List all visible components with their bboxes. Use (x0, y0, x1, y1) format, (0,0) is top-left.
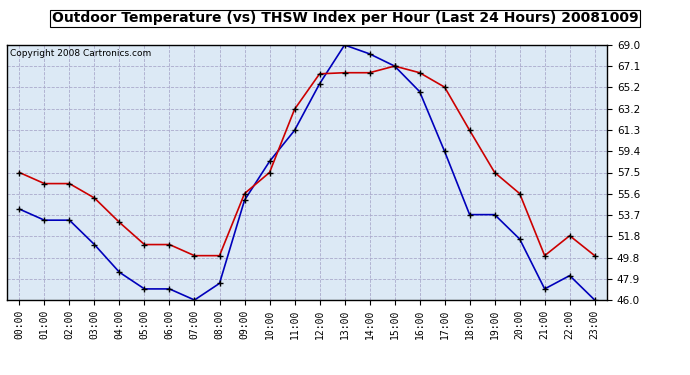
Text: Copyright 2008 Cartronics.com: Copyright 2008 Cartronics.com (10, 49, 151, 58)
Text: Outdoor Temperature (vs) THSW Index per Hour (Last 24 Hours) 20081009: Outdoor Temperature (vs) THSW Index per … (52, 11, 638, 25)
